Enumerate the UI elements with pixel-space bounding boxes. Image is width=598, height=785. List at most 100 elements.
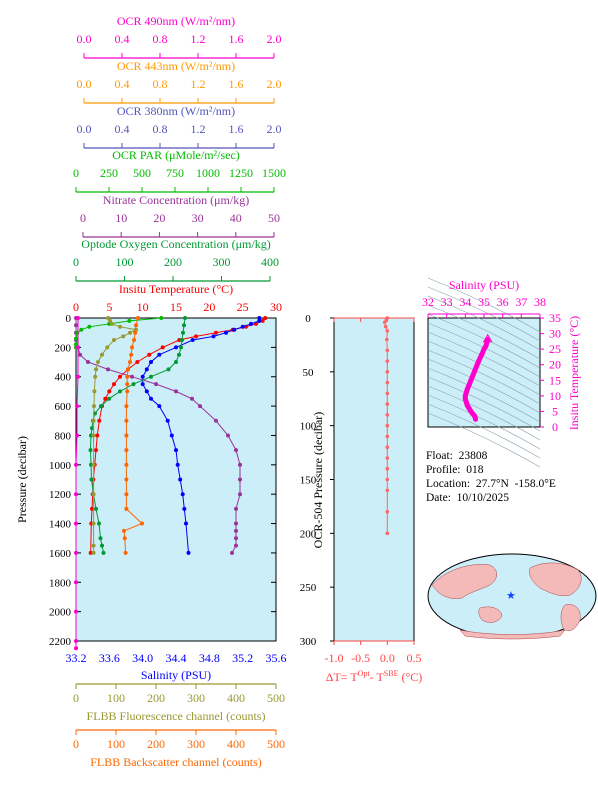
mid-x-tick-label: 0.5 bbox=[407, 651, 422, 665]
data-point bbox=[100, 543, 104, 548]
data-point bbox=[106, 316, 110, 320]
data-point bbox=[238, 462, 242, 467]
data-point bbox=[91, 433, 96, 438]
top-axis-tick-label: 30 bbox=[270, 300, 282, 314]
continent-antarctica bbox=[459, 629, 566, 640]
data-point bbox=[130, 374, 134, 379]
data-point bbox=[91, 550, 96, 555]
y-tick-label: 1400 bbox=[49, 519, 72, 531]
ts-point bbox=[464, 387, 470, 393]
delta-t-point bbox=[383, 324, 388, 329]
top-axis-title: OCR 490nm (W/m²/nm) bbox=[117, 14, 235, 28]
y-tick-label: 1000 bbox=[49, 460, 72, 472]
data-point bbox=[174, 389, 178, 394]
data-point bbox=[179, 345, 183, 350]
top-axis-title: Optode Oxygen Concentration (μm/kg) bbox=[81, 237, 270, 251]
ts-y-tick-label: 30 bbox=[549, 327, 561, 341]
float-id: Float: 23808 bbox=[426, 450, 488, 462]
data-point bbox=[95, 433, 100, 438]
data-point bbox=[234, 521, 238, 526]
data-point bbox=[97, 418, 102, 423]
data-point bbox=[89, 477, 94, 482]
top-axis-title: Nitrate Concentration (μm/kg) bbox=[103, 193, 249, 207]
delta-t-plot-area bbox=[333, 317, 415, 642]
ts-x-tick-label: 37 bbox=[515, 295, 527, 309]
data-point bbox=[110, 321, 114, 326]
data-point bbox=[74, 580, 78, 585]
delta-t-point bbox=[385, 380, 390, 385]
data-point bbox=[124, 404, 129, 409]
mid-y-tick-label: 150 bbox=[300, 475, 317, 487]
data-point bbox=[75, 330, 80, 335]
data-point bbox=[118, 389, 122, 394]
data-point bbox=[224, 330, 228, 335]
data-point bbox=[165, 418, 170, 423]
mid-x-tick-label: 0.0 bbox=[380, 651, 395, 665]
delta-t-point bbox=[385, 456, 390, 460]
salinity-tick-label: 34.0 bbox=[132, 651, 153, 665]
data-point bbox=[122, 528, 126, 533]
top-axis-title: OCR PAR (μMole/m²/sec) bbox=[112, 148, 240, 162]
data-point bbox=[76, 374, 80, 379]
data-point bbox=[147, 352, 152, 357]
ts-x-tick-label: 33 bbox=[441, 295, 453, 309]
data-point bbox=[121, 334, 126, 339]
data-point bbox=[175, 462, 180, 467]
density-contour bbox=[427, 340, 541, 396]
salinity-tick-label: 33.6 bbox=[99, 651, 120, 665]
data-point bbox=[125, 389, 130, 394]
data-point bbox=[76, 345, 80, 350]
data-point bbox=[181, 330, 185, 335]
top-axis-tick-label: 1.2 bbox=[191, 32, 206, 46]
data-point bbox=[86, 360, 90, 364]
top-axis-tick-label: 50 bbox=[268, 211, 280, 225]
delta-t-line bbox=[384, 317, 388, 534]
data-point bbox=[234, 506, 238, 511]
top-axis-tick-label: 0 bbox=[80, 211, 86, 225]
data-point bbox=[230, 550, 234, 555]
ts-title: Salinity (PSU) bbox=[449, 278, 519, 292]
ts-x-tick-label: 32 bbox=[422, 295, 434, 309]
y-tick-label: 2200 bbox=[49, 636, 72, 648]
data-point bbox=[126, 367, 130, 372]
bottom-axes-group: 33.2 33.6 34.0 34.4 34.8 35.2 35.6 Salinity (PS… bbox=[66, 651, 287, 769]
data-point bbox=[124, 506, 129, 511]
data-point bbox=[94, 448, 98, 453]
data-point bbox=[129, 352, 134, 357]
data-point bbox=[88, 448, 93, 453]
mid-y-tick-label: 0 bbox=[305, 313, 311, 325]
data-point bbox=[124, 477, 129, 482]
y-tick-label: 1600 bbox=[49, 548, 72, 560]
data-point bbox=[74, 336, 78, 341]
delta-t-point bbox=[385, 477, 390, 482]
data-point bbox=[99, 404, 103, 409]
delta-t-point bbox=[385, 348, 390, 353]
data-point bbox=[123, 550, 128, 555]
data-point bbox=[107, 389, 112, 394]
delta-t-point bbox=[385, 434, 390, 439]
top-axis-tick-label: 200 bbox=[164, 255, 182, 269]
data-point bbox=[211, 334, 216, 339]
ts-x-tick-label: 34 bbox=[459, 295, 471, 309]
delta-t-point bbox=[385, 488, 390, 493]
data-point bbox=[160, 345, 165, 350]
delta-t-point bbox=[385, 402, 390, 406]
ts-plot-area bbox=[427, 317, 541, 428]
bottom-axis-tick-label: 200 bbox=[147, 737, 165, 751]
density-contour bbox=[427, 367, 541, 423]
salinity-tick-label: 35.2 bbox=[232, 651, 253, 665]
y-tick-label: 600 bbox=[55, 401, 72, 413]
continent-australia bbox=[478, 606, 503, 623]
top-axis-tick-label: 0.4 bbox=[115, 32, 130, 46]
continent-north-america bbox=[529, 562, 582, 596]
top-axis-tick-label: 40 bbox=[230, 211, 242, 225]
mid-y-tick-label: 100 bbox=[300, 421, 317, 433]
world-map: ★ bbox=[427, 553, 597, 640]
data-point bbox=[135, 360, 140, 364]
data-point bbox=[75, 433, 79, 438]
top-axis-tick-label: 0.0 bbox=[77, 122, 92, 136]
data-point bbox=[226, 433, 230, 438]
mid-y-tick-label: 50 bbox=[303, 367, 315, 379]
data-point bbox=[263, 316, 268, 320]
